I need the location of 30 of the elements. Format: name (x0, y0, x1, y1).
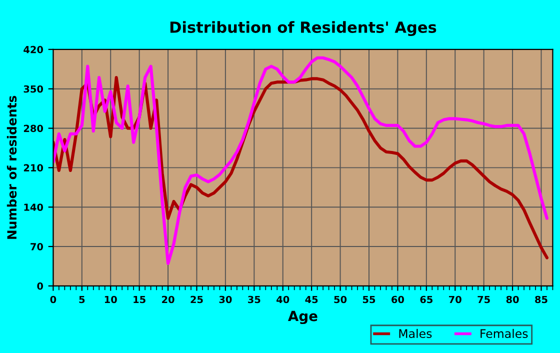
y-tick-label: 140 (24, 204, 44, 211)
y-tick-label: 70 (30, 242, 44, 250)
x-tick-label: 55 (362, 296, 376, 304)
x-axis-title: Age (288, 310, 318, 324)
y-tick-label: 0 (37, 282, 44, 290)
y-axis-title: Number of residents (6, 96, 17, 239)
x-tick-label: 85 (535, 296, 548, 304)
x-tick-label: 30 (219, 296, 232, 304)
x-tick-label: 15 (134, 296, 146, 304)
x-tick-label: 75 (478, 296, 490, 304)
legend-label: Males (399, 328, 432, 338)
y-tick-label: 280 (24, 124, 44, 132)
x-tick-label: 0 (50, 296, 56, 304)
x-tick-label: 80 (506, 296, 519, 304)
x-tick-label: 10 (104, 296, 117, 304)
x-tick-label: 70 (449, 296, 462, 304)
y-tick-label: 350 (24, 85, 44, 93)
x-tick-label: 60 (392, 296, 404, 304)
x-tick-label: 5 (79, 296, 85, 304)
x-tick-label: 45 (305, 296, 318, 304)
x-tick-label: 20 (162, 296, 174, 304)
legend-label: Females (480, 328, 528, 338)
y-tick-label: 420 (24, 46, 44, 54)
x-tick-label: 50 (334, 296, 347, 304)
x-tick-label: 65 (420, 296, 432, 304)
x-tick-label: 25 (190, 296, 203, 304)
x-tick-label: 40 (276, 296, 290, 304)
x-tick-label: 35 (248, 296, 260, 304)
chart-title: Distribution of Residents' Ages (170, 21, 436, 36)
y-tick-label: 210 (24, 164, 44, 172)
